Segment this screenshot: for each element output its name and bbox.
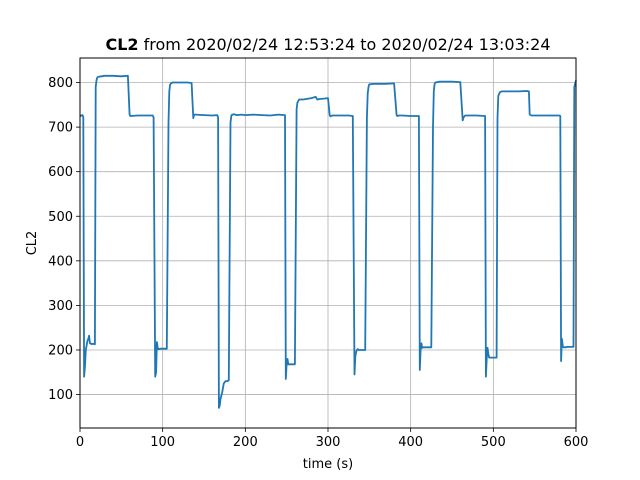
x-tick-label-2: 200 <box>233 435 258 450</box>
y-tick-label-6: 700 <box>48 121 73 136</box>
y-tick-label-3: 400 <box>48 254 73 269</box>
y-axis-title: CL2 <box>25 231 40 256</box>
x-tick-label-1: 100 <box>150 435 175 450</box>
x-tick-label-4: 400 <box>398 435 423 450</box>
chart-title-bold: CL2 <box>105 35 138 54</box>
grid <box>79 58 577 428</box>
x-tick-label-5: 500 <box>481 435 506 450</box>
y-tick-label-1: 200 <box>48 343 73 358</box>
y-tick-label-0: 100 <box>48 388 73 403</box>
x-tick-label-6: 600 <box>564 435 589 450</box>
x-tick-label-3: 300 <box>316 435 341 450</box>
y-tick-label-7: 800 <box>48 76 73 91</box>
x-axis-title: time (s) <box>303 457 353 472</box>
y-tick-label-5: 600 <box>48 165 73 180</box>
series-line-0 <box>79 74 577 409</box>
y-tick-label-2: 300 <box>48 299 73 314</box>
ticks: 0 100 200 300 400 500 600 100 200 300 400 500 600 700… <box>48 76 588 450</box>
chart-title-rest: from 2020/02/24 12:53:24 to 2020/02/24 1… <box>144 35 551 54</box>
x-tick-label-0: 0 <box>76 435 84 450</box>
chart-title: CL2 from 2020/02/24 12:53:24 to 2020/02/… <box>105 35 550 54</box>
y-tick-label-4: 500 <box>48 210 73 225</box>
series-layer <box>79 74 577 409</box>
